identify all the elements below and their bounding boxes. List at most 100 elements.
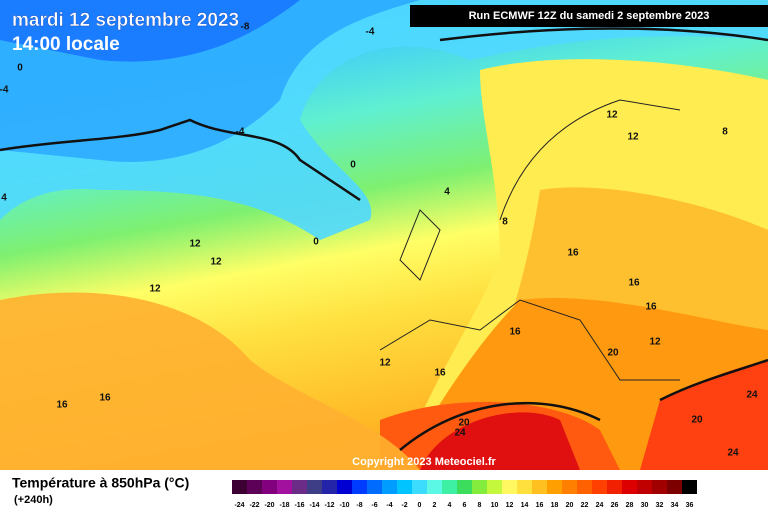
- contour-label: 8: [502, 217, 508, 228]
- contour-label: 20: [691, 415, 703, 426]
- colorbar-cell: [532, 480, 547, 494]
- contour-label: 12: [627, 132, 639, 143]
- colorbar-label: -18: [279, 502, 289, 509]
- contour-label: 12: [149, 284, 161, 295]
- colorbar-label: -2: [401, 502, 407, 509]
- contour-label: -4: [0, 85, 9, 96]
- colorbar-label: -4: [386, 502, 392, 509]
- colorbar-cell: [592, 480, 607, 494]
- colorbar-cell: [352, 480, 367, 494]
- colorbar-label: 32: [656, 502, 664, 509]
- colorbar-label: 4: [448, 502, 452, 509]
- time: 14:00 locale: [12, 34, 120, 55]
- contour-label: 16: [99, 393, 111, 404]
- colorbar-cell: [562, 480, 577, 494]
- contour-label: 16: [567, 248, 579, 259]
- contour-label: 24: [746, 390, 758, 401]
- colorbar-cell: [367, 480, 382, 494]
- colorbar-cell: [622, 480, 637, 494]
- colorbar-cell: [262, 480, 277, 494]
- contour-label: 24: [727, 448, 739, 459]
- colorbar-label: 2: [433, 502, 437, 509]
- colorbar-cell: [502, 480, 517, 494]
- contour-label: 12: [379, 358, 391, 369]
- colorbar-cell: [547, 480, 562, 494]
- contour-label: -4: [366, 27, 375, 38]
- colorbar-cell: [457, 480, 472, 494]
- colorbar-label: 12: [506, 502, 514, 509]
- colorbar-label: 8: [478, 502, 482, 509]
- contour-label: -4: [236, 127, 245, 138]
- colorbar-cell: [487, 480, 502, 494]
- contour-label: 8: [722, 127, 728, 138]
- colorbar-cell: [517, 480, 532, 494]
- colorbar: -24 -22 -20 -18 -16 -14 -12 -10 -8 -6 -4 -2 0 2 4 6 8 10 1…: [232, 480, 697, 509]
- colorbar-label: 6: [463, 502, 467, 509]
- contour-label: 16: [434, 368, 446, 379]
- colorbar-label: 36: [686, 502, 694, 509]
- contour-label: 20: [607, 348, 619, 359]
- colorbar-label: 34: [671, 502, 679, 509]
- contour-label: 16: [509, 327, 521, 338]
- contour-label: -8: [241, 22, 250, 33]
- contour-label: 20: [458, 418, 470, 429]
- colorbar-cell: [472, 480, 487, 494]
- contour-label: 4: [1, 193, 7, 204]
- colorbar-cell: [667, 480, 682, 494]
- colorbar-label: 30: [641, 502, 649, 509]
- contour-label: 12: [189, 239, 201, 250]
- contour-label: 12: [606, 110, 618, 121]
- contour-label: 4: [444, 187, 450, 198]
- colorbar-cell: [337, 480, 352, 494]
- contour-label: 0: [350, 160, 356, 171]
- contour-label: 0: [313, 237, 319, 248]
- lead-time: (+240h): [14, 494, 53, 506]
- colorbar-cell: [292, 480, 307, 494]
- contour-labels: -8 -4 0 -4 -4 0 4 0 4 12 8 12 8 12 12 12 16 16 16 16 12 20 12 1…: [0, 22, 758, 459]
- colorbar-label: 18: [551, 502, 559, 509]
- contour-label: 24: [454, 428, 466, 439]
- colorbar-cell: [637, 480, 652, 494]
- colorbar-label: 28: [626, 502, 634, 509]
- colorbar-cell: [277, 480, 292, 494]
- colorbar-cell: [322, 480, 337, 494]
- run-info: Run ECMWF 12Z du samedi 2 septembre 2023: [469, 10, 710, 22]
- colorbar-label: -22: [249, 502, 259, 509]
- colorbar-cell: [247, 480, 262, 494]
- contour-label: 16: [645, 302, 657, 313]
- colorbar-label: 14: [521, 502, 529, 509]
- colorbar-label: 10: [491, 502, 499, 509]
- colorbar-label: 20: [566, 502, 574, 509]
- colorbar-cell: [577, 480, 592, 494]
- colorbar-cell: [427, 480, 442, 494]
- colorbar-label: -10: [339, 502, 349, 509]
- title: mardi 12 septembre 2023: [12, 10, 239, 31]
- legend-title: Température à 850hPa (°C): [12, 475, 189, 491]
- contour-label: 12: [649, 337, 661, 348]
- colorbar-cell: [682, 480, 697, 494]
- copyright: Copyright 2023 Meteociel.fr: [352, 456, 496, 468]
- colorbar-cell: [382, 480, 397, 494]
- colorbar-cell: [232, 480, 247, 494]
- colorbar-cell: [412, 480, 427, 494]
- colorbar-cell: [397, 480, 412, 494]
- contour-label: 12: [210, 257, 222, 268]
- colorbar-cell: [442, 480, 457, 494]
- contour-label: 16: [628, 278, 640, 289]
- colorbar-label: 22: [581, 502, 589, 509]
- colorbar-label: -12: [324, 502, 334, 509]
- contour-label: 16: [56, 400, 68, 411]
- colorbar-label: 16: [536, 502, 544, 509]
- colorbar-label: -8: [356, 502, 362, 509]
- colorbar-cell: [607, 480, 622, 494]
- contour-label: 0: [17, 63, 23, 74]
- colorbar-label: 0: [418, 502, 422, 509]
- colorbar-label: -24: [234, 502, 244, 509]
- colorbar-label: -20: [264, 502, 274, 509]
- colorbar-label: -16: [294, 502, 304, 509]
- colorbar-label: 26: [611, 502, 619, 509]
- colorbar-cell: [307, 480, 322, 494]
- colorbar-cell: [652, 480, 667, 494]
- colorbar-label: -6: [371, 502, 377, 509]
